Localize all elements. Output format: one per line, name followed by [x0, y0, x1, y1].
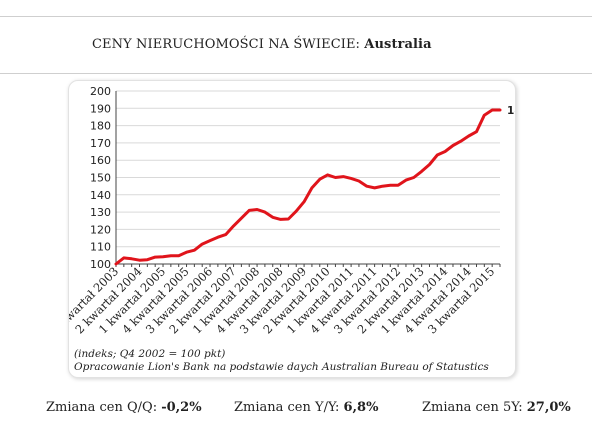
y-tick-label: 190 — [90, 102, 111, 115]
stat-qq: Zmiana cen Q/Q: -0,2% — [46, 400, 202, 415]
source-note: Opracowanie Lion's Bank na podstawie day… — [74, 361, 489, 373]
stat-5y-value: 27,0% — [526, 400, 571, 415]
y-tick-label: 180 — [90, 120, 111, 133]
line-chart: 1001101201301401501601701801902003 kwart… — [69, 85, 515, 337]
y-tick-label: 200 — [90, 85, 111, 98]
y-tick-label: 120 — [90, 223, 111, 236]
y-tick-label: 110 — [90, 241, 111, 254]
y-tick-label: 170 — [90, 137, 111, 150]
y-tick-label: 130 — [90, 206, 111, 219]
title-prefix: CENY NIERUCHOMOŚCI NA ŚWIECIE: — [92, 37, 365, 52]
stat-yy-value: 6,8% — [343, 400, 379, 415]
y-tick-label: 160 — [90, 154, 111, 167]
stat-5y: Zmiana cen 5Y: 27,0% — [422, 400, 571, 415]
chart-panel: 1001101201301401501601701801902003 kwart… — [68, 80, 516, 378]
title-country: Australia — [364, 37, 432, 52]
stat-yy-label: Zmiana cen Y/Y: — [234, 400, 344, 415]
end-value-label: 189,0 — [507, 105, 515, 117]
y-tick-label: 140 — [90, 189, 111, 202]
y-tick-label: 100 — [90, 258, 111, 271]
stat-yy: Zmiana cen Y/Y: 6,8% — [234, 400, 378, 415]
series-line — [114, 108, 502, 266]
stat-qq-label: Zmiana cen Q/Q: — [46, 400, 162, 415]
y-tick-label: 150 — [90, 172, 111, 185]
index-note: (indeks; Q4 2002 = 100 pkt) — [74, 348, 226, 360]
page-header: CENY NIERUCHOMOŚCI NA ŚWIECIE: Australia — [0, 16, 592, 74]
page-title: CENY NIERUCHOMOŚCI NA ŚWIECIE: Australia — [92, 37, 432, 52]
stat-5y-label: Zmiana cen 5Y: — [422, 400, 527, 415]
stat-qq-value: -0,2% — [161, 400, 202, 415]
